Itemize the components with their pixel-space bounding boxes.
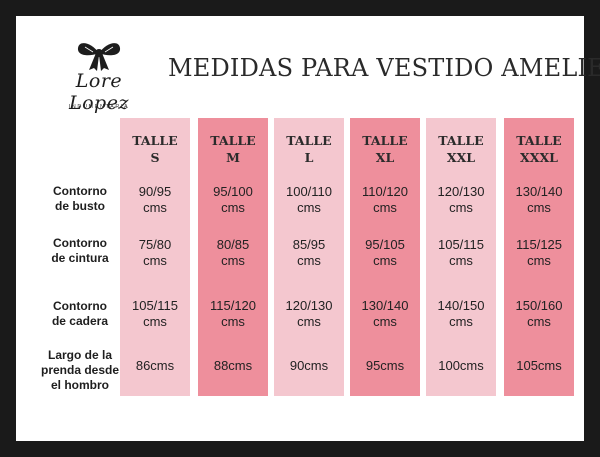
cintura-cell: 105/115 cms bbox=[437, 237, 485, 268]
busto-cell: 130/140 cms bbox=[515, 184, 563, 215]
cadera-cell: 120/130 cms bbox=[285, 298, 333, 329]
cadera-cell: 115/120 cms bbox=[209, 298, 257, 329]
column-header: TALLE L bbox=[286, 133, 332, 165]
cadera-cell: 140/150 cms bbox=[437, 298, 485, 329]
largo-cell: 88cms bbox=[213, 358, 253, 373]
column-header: TALLE XXXL bbox=[516, 133, 562, 165]
largo-cell: 90cms bbox=[289, 358, 329, 373]
cadera-cell: 150/160 cms bbox=[515, 298, 563, 329]
cintura-cell: 80/85 cms bbox=[216, 237, 250, 268]
cintura-cell: 95/105 cms bbox=[365, 237, 405, 268]
brand-subtitle: INDUMENTARIA bbox=[68, 104, 130, 110]
row-label-largo: Largo de la prenda desde el hombro bbox=[40, 348, 120, 392]
bow-icon bbox=[77, 43, 121, 71]
cintura-cell: 85/95 cms bbox=[292, 237, 326, 268]
column-header: TALLE M bbox=[210, 133, 256, 165]
cadera-cell: 105/115 cms bbox=[131, 298, 179, 329]
busto-cell: 120/130 cms bbox=[437, 184, 485, 215]
cintura-cell: 75/80 cms bbox=[138, 237, 172, 268]
size-column-xl: TALLE XL 110/120 cms 95/105 cms 130/140 cms … bbox=[350, 118, 420, 396]
size-chart-card: Lore Lopez INDUMENTARIA MEDIDAS PARA VES… bbox=[16, 16, 600, 441]
row-label-busto: Contorno de busto bbox=[53, 184, 107, 213]
busto-cell: 100/110 cms bbox=[285, 184, 333, 215]
busto-cell: 90/95 cms bbox=[138, 184, 172, 215]
size-column-l: TALLE L 100/110 cms 85/95 cms 120/130 cms 90… bbox=[274, 118, 344, 396]
cintura-cell: 115/125 cms bbox=[515, 237, 563, 268]
column-header: TALLE XL bbox=[362, 133, 408, 165]
largo-cell: 86cms bbox=[135, 358, 175, 373]
size-column-m: TALLE M 95/100 cms 80/85 cms 115/120 cms 88c… bbox=[198, 118, 268, 396]
row-label-cadera: Contorno de cadera bbox=[51, 299, 109, 328]
busto-cell: 95/100 cms bbox=[213, 184, 253, 215]
size-column-xxl: TALLE XXL 120/130 cms 105/115 cms 140/150 cm… bbox=[426, 118, 496, 396]
page-title: MEDIDAS PARA VESTIDO AMELIE bbox=[168, 54, 600, 82]
largo-cell: 95cms bbox=[365, 358, 405, 373]
column-header: TALLE S bbox=[132, 133, 178, 165]
busto-cell: 110/120 cms bbox=[361, 184, 409, 215]
row-label-cintura: Contorno de cintura bbox=[51, 236, 109, 265]
brand-logo: Lore Lopez INDUMENTARIA bbox=[49, 38, 159, 118]
size-column-s: TALLE S 90/95 cms 75/80 cms 105/115 cms 86cm… bbox=[120, 118, 190, 396]
size-column-xxxl: TALLE XXXL 130/140 cms 115/125 cms 150/160 c… bbox=[504, 118, 574, 396]
largo-cell: 100cms bbox=[438, 358, 484, 373]
largo-cell: 105cms bbox=[516, 358, 562, 373]
cadera-cell: 130/140 cms bbox=[361, 298, 409, 329]
column-header: TALLE XXL bbox=[438, 133, 484, 165]
brand-name: Lore Lopez bbox=[69, 70, 129, 114]
